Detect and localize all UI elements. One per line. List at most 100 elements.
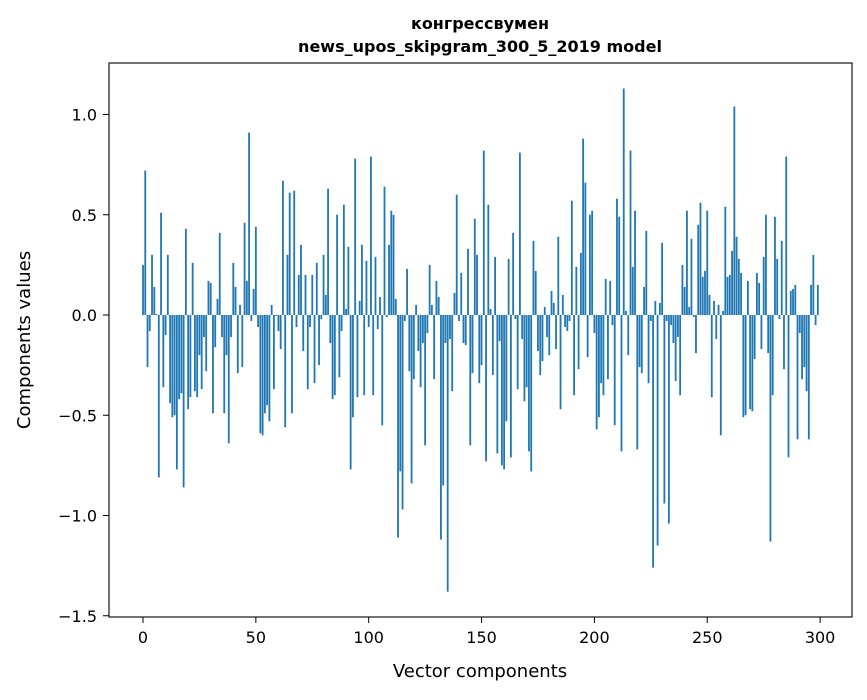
bar-101 [370, 156, 372, 315]
bar-295 [807, 315, 810, 440]
bar-293 [803, 315, 806, 368]
bar-288 [792, 288, 794, 315]
bar-279 [771, 315, 774, 396]
bar-139 [455, 194, 458, 315]
bar-45 [243, 222, 246, 315]
bar-129 [433, 315, 436, 380]
chart-title: конгрессвумен [411, 14, 549, 33]
plot-frame [108, 62, 853, 618]
bar-246 [697, 224, 700, 315]
bar-92 [349, 315, 352, 470]
bar-234 [670, 315, 673, 326]
bar-206 [607, 315, 609, 380]
bar-196 [584, 182, 587, 315]
bar-299 [816, 284, 819, 315]
bar-96 [358, 300, 361, 315]
bar-178 [543, 306, 546, 315]
bar-85 [333, 315, 336, 396]
bar-51 [257, 315, 260, 328]
bar-227 [654, 300, 657, 315]
bar-17 [180, 315, 183, 394]
bar-241 [686, 210, 688, 315]
bar-268 [746, 280, 749, 315]
bar-147 [473, 218, 476, 315]
bar-39 [230, 315, 232, 338]
x-axis-label: Vector components [393, 661, 567, 682]
bar-137 [451, 315, 454, 392]
bar-188 [566, 315, 569, 332]
bar-108 [385, 315, 388, 318]
bar-212 [620, 315, 623, 452]
bar-10 [164, 315, 167, 336]
bar-207 [609, 280, 612, 315]
bar-102 [372, 315, 375, 396]
bar-133 [442, 315, 445, 486]
bar-124 [421, 315, 424, 344]
bar-161 [505, 315, 508, 422]
bar-205 [604, 278, 607, 315]
bar-145 [469, 315, 472, 446]
bar-281 [776, 258, 779, 315]
bar-184 [557, 236, 560, 315]
bar-107 [383, 186, 386, 315]
bar-60 [277, 315, 280, 332]
bar-64 [286, 254, 289, 315]
bar-159 [500, 315, 503, 466]
bar-232 [665, 315, 668, 322]
bar-171 [528, 315, 530, 452]
bar-198 [588, 214, 591, 315]
bar-48 [250, 315, 253, 322]
bar-170 [525, 315, 528, 388]
bar-3 [148, 315, 151, 332]
bar-203 [600, 315, 603, 384]
bar-6 [155, 313, 158, 315]
bar-119 [410, 315, 413, 484]
bar-189 [568, 315, 571, 322]
bar-270 [751, 315, 754, 412]
bar-242 [688, 306, 691, 315]
bar-28 [205, 315, 208, 372]
bar-37 [225, 315, 228, 356]
bar-58 [273, 315, 275, 390]
bar-22 [191, 262, 194, 315]
bars [142, 88, 819, 592]
y-tick-label: −0.5 [58, 406, 97, 425]
bar-138 [453, 292, 456, 315]
bar-157 [496, 315, 499, 454]
bar-140 [458, 315, 460, 322]
bar-190 [570, 200, 573, 315]
bar-272 [756, 272, 758, 315]
bar-153 [487, 204, 490, 315]
bar-186 [561, 294, 564, 315]
bar-83 [329, 315, 332, 344]
bar-297 [812, 254, 815, 315]
bar-97 [361, 244, 363, 315]
bar-117 [406, 268, 408, 315]
bar-248 [701, 276, 704, 315]
bar-35 [221, 315, 223, 338]
bar-298 [814, 315, 817, 326]
bar-229 [658, 302, 661, 315]
bar-252 [710, 315, 713, 398]
bar-146 [471, 315, 474, 374]
bar-88 [340, 315, 343, 332]
bar-150 [480, 315, 483, 366]
bar-136 [449, 315, 451, 340]
x-axis-ticks: 0 50 100 150 200 250 300 [138, 617, 835, 647]
bar-1 [144, 170, 147, 315]
bar-16 [178, 315, 181, 400]
bar-201 [595, 315, 598, 430]
bar-193 [577, 315, 580, 370]
bar-131 [437, 296, 440, 315]
bar-134 [444, 315, 447, 344]
bar-5 [153, 286, 156, 315]
bar-290 [796, 315, 799, 440]
bar-126 [426, 315, 429, 334]
bar-52 [259, 315, 262, 434]
bar-231 [663, 315, 666, 504]
bar-266 [742, 315, 745, 418]
bar-238 [679, 315, 682, 396]
bar-73 [306, 315, 309, 390]
bar-262 [733, 106, 736, 315]
